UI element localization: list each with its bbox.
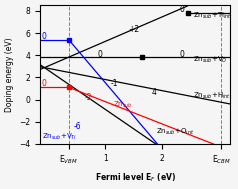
Y-axis label: Doping energy (eV): Doping energy (eV)	[5, 37, 14, 112]
X-axis label: Fermi level E$_F$ (eV): Fermi level E$_F$ (eV)	[94, 172, 176, 184]
Text: Zn$_{sub}$+H$_{int}$: Zn$_{sub}$+H$_{int}$	[193, 91, 231, 101]
Text: 0: 0	[179, 5, 184, 14]
Text: -2: -2	[85, 93, 92, 102]
Text: -1: -1	[110, 80, 118, 88]
Text: 0: 0	[179, 50, 184, 59]
Text: Zn$_{sub}$+V$_{Ti}$: Zn$_{sub}$+V$_{Ti}$	[41, 132, 77, 142]
Text: 0: 0	[42, 32, 47, 41]
Text: 4: 4	[151, 88, 156, 97]
Text: 0: 0	[97, 50, 102, 59]
Text: Zn$_{sub}$+O$_{int}$: Zn$_{sub}$+O$_{int}$	[156, 127, 195, 137]
Text: Zn$_{sub}$+Ti$_{int}$: Zn$_{sub}$+Ti$_{int}$	[193, 11, 232, 22]
Text: -6: -6	[73, 122, 81, 131]
Text: +2: +2	[128, 25, 139, 34]
Text: 0: 0	[42, 80, 47, 88]
Text: Zn$_{sub}$+V$_O$: Zn$_{sub}$+V$_O$	[193, 55, 228, 65]
Text: Zn$_{sub}$: Zn$_{sub}$	[113, 100, 132, 110]
